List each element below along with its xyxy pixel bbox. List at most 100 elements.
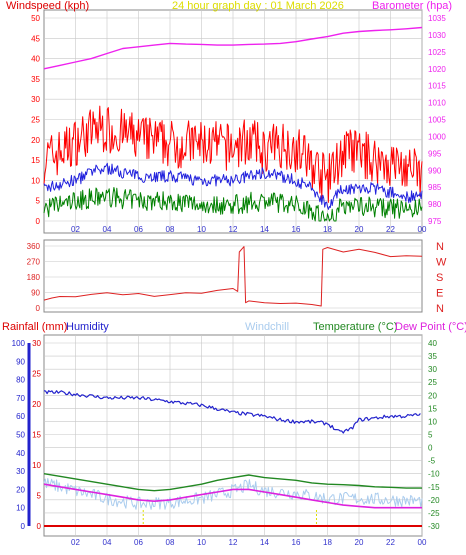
temp-tick-label: -10 [428, 470, 440, 479]
wind-tick-label: 15 [31, 156, 40, 165]
wind-x-tick-label: 14 [260, 225, 269, 234]
barometer-tick-label: 980 [428, 200, 442, 209]
wind-x-tick-label: 00 [418, 225, 427, 234]
barometer-tick-label: 1020 [428, 65, 446, 74]
temp-tick-label: -20 [428, 496, 440, 505]
humidity-tick-label: 90 [16, 357, 25, 366]
direction-tick-label: 360 [27, 242, 41, 251]
wind-tick-label: 45 [31, 34, 40, 43]
wind-tick-label: 20 [31, 136, 40, 145]
windchill-label: Windchill [245, 321, 289, 333]
bottom-x-tick-label: 20 [355, 538, 364, 547]
temp-tick-label: -15 [428, 483, 440, 492]
humidity-tick-label: 30 [16, 467, 25, 476]
wind-x-tick-label: 08 [166, 225, 175, 234]
humidity-tick-label: 10 [16, 504, 25, 513]
barometer-tick-label: 975 [428, 217, 442, 226]
bottom-x-tick-label: 04 [103, 538, 112, 547]
barometer-tick-label: 1035 [428, 14, 446, 23]
rain-tick-label: 10 [32, 461, 41, 470]
bottom-x-tick-label: 16 [292, 538, 301, 547]
temp-tick-label: 0 [428, 444, 433, 453]
humidity-tick-label: 40 [16, 449, 25, 458]
wind-x-tick-label: 22 [386, 225, 395, 234]
wind-tick-label: 25 [31, 116, 40, 125]
barometer-label: Barometer (hpa) [372, 0, 452, 12]
wind-x-tick-label: 04 [103, 225, 112, 234]
temp-tick-label: 25 [428, 378, 437, 387]
temp-tick-label: -25 [428, 509, 440, 518]
humidity-tick-label: 20 [16, 485, 25, 494]
bottom-x-tick-label: 14 [260, 538, 269, 547]
rain-tick-label: 20 [32, 400, 41, 409]
barometer-series [43, 26, 423, 70]
wind-x-tick-label: 02 [71, 225, 80, 234]
compass-label: E [436, 288, 443, 300]
direction-tick-label: 270 [27, 258, 41, 267]
windchill-series [43, 478, 423, 510]
temp-tick-label: 40 [428, 339, 437, 348]
rainfall-label: Rainfall (mm) [2, 321, 67, 333]
bottom-x-tick-label: 10 [197, 538, 206, 547]
compass-label: S [436, 272, 443, 284]
graph-title: 24 hour graph day : 01 March 2026 [172, 0, 344, 12]
temp-tick-label: 35 [428, 352, 437, 361]
middle-panel-frame [43, 239, 423, 313]
humidity-tick-label: 60 [16, 412, 25, 421]
humidity-tick-label: 50 [16, 431, 25, 440]
direction-tick-label: 0 [36, 304, 41, 313]
wind-tick-label: 40 [31, 55, 40, 64]
bottom-x-tick-label: 18 [323, 538, 332, 547]
wind-gust-series [43, 105, 423, 203]
humidity-tick-label: 0 [21, 522, 26, 531]
temp-tick-label: -30 [428, 522, 440, 531]
wind-tick-label: 35 [31, 75, 40, 84]
barometer-tick-label: 1000 [428, 132, 446, 141]
barometer-tick-label: 1010 [428, 99, 446, 108]
wind-tick-label: 0 [36, 217, 41, 226]
barometer-tick-label: 1030 [428, 31, 446, 40]
temp-tick-label: 20 [428, 391, 437, 400]
wind-low-series [43, 187, 423, 222]
humidity-tick-label: 100 [12, 339, 26, 348]
humidity-tick-label: 70 [16, 394, 25, 403]
wind-tick-label: 30 [31, 95, 40, 104]
barometer-tick-label: 990 [428, 166, 442, 175]
barometer-tick-label: 1005 [428, 116, 446, 125]
temp-tick-label: 30 [428, 365, 437, 374]
rain-tick-label: 5 [37, 492, 42, 501]
compass-label: N [436, 303, 444, 315]
temperature-label: Temperature (°C) [313, 321, 397, 333]
barometer-tick-label: 995 [428, 149, 442, 158]
temp-tick-label: 15 [428, 404, 437, 413]
bottom-x-tick-label: 00 [418, 538, 427, 547]
bottom-x-tick-label: 06 [134, 538, 143, 547]
wind-x-tick-label: 20 [355, 225, 364, 234]
wind-x-tick-label: 10 [197, 225, 206, 234]
humidity-label: Humidity [66, 321, 109, 333]
wind-direction-series [43, 246, 423, 307]
rain-tick-label: 15 [32, 431, 41, 440]
rain-tick-label: 30 [32, 339, 41, 348]
humidity-series [43, 390, 421, 434]
temp-tick-label: 5 [428, 431, 433, 440]
rain-tick-label: 0 [37, 522, 42, 531]
temp-tick-label: -5 [428, 457, 436, 466]
temperature-series [43, 473, 422, 492]
wind-tick-label: 50 [31, 14, 40, 23]
bottom-x-tick-label: 08 [166, 538, 175, 547]
direction-tick-label: 90 [31, 289, 40, 298]
wind-x-tick-label: 06 [134, 225, 143, 234]
wind-x-tick-label: 18 [323, 225, 332, 234]
rain-tick-label: 25 [32, 370, 41, 379]
wind-x-tick-label: 12 [229, 225, 238, 234]
direction-tick-label: 180 [27, 273, 41, 282]
dewpoint-label: Dew Point (°C) [395, 321, 466, 333]
compass-label: W [436, 257, 447, 269]
wind-average-series [43, 162, 423, 210]
bottom-x-tick-label: 22 [386, 538, 395, 547]
barometer-tick-label: 1015 [428, 82, 446, 91]
barometer-tick-label: 985 [428, 183, 442, 192]
bottom-x-tick-label: 02 [71, 538, 80, 547]
